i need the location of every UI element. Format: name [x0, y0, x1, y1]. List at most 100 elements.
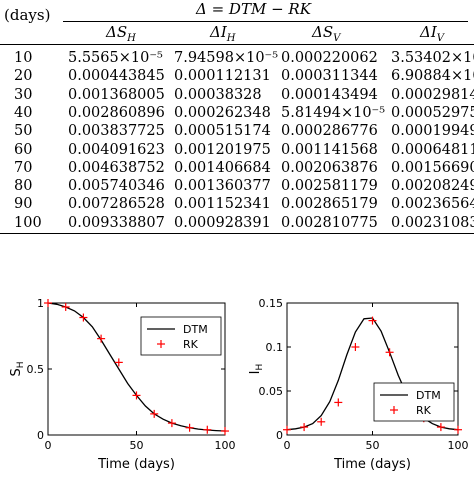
rk-point — [300, 423, 309, 432]
row-value-cell: 0.00038328 — [174, 86, 262, 103]
table-bottom-rule — [0, 233, 474, 234]
row-day-cell: 90 — [14, 196, 33, 213]
row-day-cell: 40 — [14, 104, 33, 121]
row-value-cell: 0.000311344 — [281, 68, 378, 85]
rk-point — [221, 427, 229, 436]
row-value-cell: 0.000928391 — [174, 214, 271, 231]
legend-label: RK — [183, 338, 199, 351]
table-row: 50 0.003837725 0.000515174 0.000286776 0.000… — [0, 123, 474, 141]
table-row: 40 0.002860896 0.000262348 5.81494×10⁻⁵ 0.00… — [0, 105, 474, 123]
row-value-cell: 5.5565×10⁻⁵ — [68, 50, 163, 66]
chart-sh: 0 50 100 0 0.5 1 Time (days) SH DTM RK — [0, 285, 237, 474]
row-day-cell: 10 — [14, 50, 33, 66]
row-value-cell: 3.53402×10⁻ — [391, 50, 474, 66]
table-row: 80 0.005740346 0.001360377 0.002581179 0.002… — [0, 178, 474, 196]
row-value-cell: 0.001360377 — [174, 178, 271, 195]
row-value-cell: 0.005740346 — [68, 178, 165, 195]
row-value-cell: 0.000199496 — [391, 123, 474, 140]
y-tick-label: 0.15 — [259, 297, 284, 310]
x-tick-label: 0 — [45, 439, 52, 452]
table-row: 20 0.000443845 0.000112131 0.000311344 6.908… — [0, 68, 474, 86]
ih-plot-svg: 0 50 100 0 0.05 0.1 0.15 Time (days) IH DTM RK — [248, 297, 469, 472]
legend-label: DTM — [416, 389, 441, 402]
rk-point — [385, 348, 394, 357]
rk-point — [114, 358, 123, 367]
row-value-cell: 0.004638752 — [68, 159, 165, 176]
legend-label: DTM — [183, 323, 208, 336]
row-day-cell: 30 — [14, 86, 33, 103]
row-value-cell: 0.000443845 — [68, 68, 165, 85]
row-value-cell: 0.000648115 — [391, 141, 474, 158]
row-value-cell: 0.002063876 — [281, 159, 378, 176]
row-value-cell: 0.000220062 — [281, 50, 378, 66]
row-value-cell: 0.000112131 — [174, 68, 271, 85]
x-tick-label: 100 — [448, 439, 469, 452]
header-bottom-rule — [0, 44, 474, 45]
table-row: 30 0.001368005 0.00038328 0.000143494 0.0002… — [0, 87, 474, 105]
row-day-cell: 60 — [14, 141, 33, 158]
y-tick-label: 0.1 — [266, 341, 284, 354]
rk-point — [334, 398, 343, 407]
y-tick-label: 0 — [276, 429, 283, 442]
row-value-cell: 0.001201975 — [174, 141, 271, 158]
chart-ih: 0 50 100 0 0.05 0.1 0.15 Time (days) IH DTM RK — [237, 285, 474, 474]
x-tick-label: 50 — [366, 439, 380, 452]
row-value-cell: 0.002810775 — [281, 214, 378, 231]
y-tick-label: 0 — [37, 429, 44, 442]
row-value-cell: 7.94598×10⁻⁵ — [174, 50, 279, 66]
row-value-cell: 0.007286528 — [68, 196, 165, 213]
rk-point — [167, 419, 176, 428]
col-header-dsv: ΔSV — [312, 23, 341, 44]
row-value-cell: 0.001368005 — [68, 86, 165, 103]
row-day-cell: 80 — [14, 178, 33, 195]
rk-point — [317, 417, 326, 426]
table-row: 90 0.007286528 0.001152341 0.002865179 0.002… — [0, 196, 474, 214]
row-value-cell: 0.000143494 — [281, 86, 378, 103]
y-tick-label: 0.5 — [27, 363, 45, 376]
x-axis-label: Time (days) — [333, 457, 411, 472]
col-header-div: ΔIV — [420, 23, 444, 44]
row-value-cell: 0.000298147 — [391, 86, 474, 103]
x-tick-label: 100 — [215, 439, 236, 452]
row-day-cell: 50 — [14, 123, 33, 140]
days-header: (days) — [4, 6, 51, 24]
row-value-cell: 0.003837725 — [68, 123, 165, 140]
rk-point — [150, 409, 159, 418]
row-value-cell: 0.002860896 — [68, 104, 165, 121]
y-axis-label: IH — [248, 364, 265, 375]
row-value-cell: 0.002581179 — [281, 178, 378, 195]
rk-point — [351, 343, 360, 351]
row-value-cell: 0.000262348 — [174, 104, 271, 121]
table-row: 10 5.5565×10⁻⁵ 7.94598×10⁻⁵ 0.000220062 3.53… — [0, 50, 474, 68]
row-value-cell: 0.001141568 — [281, 141, 378, 158]
rk-point — [44, 299, 52, 307]
data-table: (days) Δ = DTM − RK ΔSH ΔIH ΔSV ΔIV 10 5.… — [0, 0, 474, 234]
row-value-cell: 0.000515174 — [174, 123, 271, 140]
rk-point — [97, 334, 106, 343]
row-day-cell: 100 — [14, 214, 42, 231]
row-value-cell: 0.001406684 — [174, 159, 271, 176]
rk-point — [132, 391, 141, 400]
rk-point — [436, 423, 445, 432]
rk-point — [61, 302, 70, 311]
row-value-cell: 0.000286776 — [281, 123, 378, 140]
row-value-cell: 0.000529753 — [391, 104, 474, 121]
row-value-cell: 0.009338807 — [68, 214, 165, 231]
row-value-cell: 0.001152341 — [174, 196, 271, 213]
sh-plot-svg: 0 50 100 0 0.5 1 Time (days) SH DTM RK — [9, 297, 236, 472]
row-value-cell: 0.002365648 — [391, 196, 474, 213]
table-row: 60 0.004091623 0.001201975 0.001141568 0.000… — [0, 142, 474, 160]
rk-point — [185, 423, 194, 432]
row-day-cell: 70 — [14, 159, 33, 176]
y-axis-label: SH — [9, 361, 26, 376]
rk-point — [79, 313, 88, 322]
col-header-dih: ΔIH — [210, 23, 236, 44]
rk-point — [454, 425, 462, 434]
x-axis-label: Time (days) — [97, 457, 175, 472]
delta-header: Δ = DTM − RK — [196, 0, 311, 18]
row-value-cell: 0.00208249 — [391, 178, 474, 195]
row-value-cell: 0.002865179 — [281, 196, 378, 213]
col-header-dsh: ΔSH — [106, 23, 136, 44]
x-tick-label: 0 — [284, 439, 291, 452]
rk-point — [203, 425, 212, 434]
